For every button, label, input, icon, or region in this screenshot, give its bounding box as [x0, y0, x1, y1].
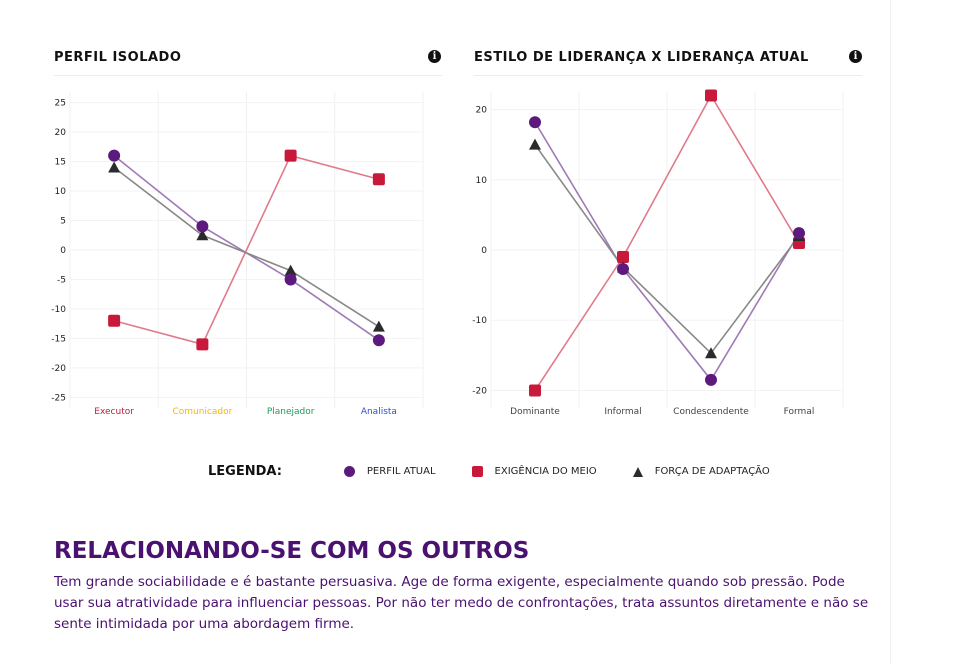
x-tick-label: Analista: [361, 407, 397, 417]
y-tick-label: -25: [51, 393, 66, 403]
x-tick-label: Comunicador: [172, 407, 232, 417]
series-line: [534, 93, 800, 391]
data-point-square: [284, 149, 297, 162]
divider: [54, 75, 442, 76]
section-description: Tem grande sociabilidade e é bastante pe…: [54, 574, 869, 632]
chart-title-estilo-lideranca: ESTILO DE LIDERANÇA X LIDERANÇA ATUAL: [474, 50, 809, 65]
data-point-triangle: [284, 264, 297, 276]
x-tick-label: Condescendente: [673, 407, 749, 417]
legend-item-label: PERFIL ATUAL: [366, 466, 436, 477]
x-tick-label: Planejador: [267, 407, 315, 417]
legend-item-exigencia-do-meio: EXIGÊNCIA DO MEIO: [471, 466, 597, 477]
y-tick-label: -15: [51, 334, 66, 344]
chart-title-perfil-isolado: PERFIL ISOLADO: [54, 50, 182, 65]
data-point-triangle: [372, 320, 385, 332]
data-point-circle: [196, 220, 209, 233]
y-tick-label: 10: [476, 176, 488, 186]
data-point-circle: [372, 334, 385, 347]
series-line: [113, 154, 380, 346]
legend-item-forca-de-adaptacao: FORÇA DE ADAPTAÇÃO: [632, 466, 770, 477]
square-icon: [471, 466, 483, 477]
series-line: [534, 121, 800, 382]
y-tick-label: -10: [472, 316, 487, 326]
data-point-circle: [529, 116, 541, 129]
y-tick-label: 10: [55, 187, 67, 197]
y-tick-label: 0: [60, 246, 66, 256]
data-point-triangle: [529, 138, 541, 150]
y-tick-label: 20: [55, 128, 67, 138]
y-tick-label: 25: [55, 99, 66, 109]
data-point-square: [617, 251, 629, 264]
info-icon[interactable]: i: [428, 50, 441, 63]
data-point-circle: [617, 262, 629, 275]
data-point-triangle: [108, 161, 121, 173]
data-point-square: [108, 314, 121, 327]
y-tick-label: -20: [51, 364, 66, 374]
series-line: [113, 166, 380, 328]
right-side-panel: [890, 0, 980, 664]
data-point-triangle: [705, 347, 717, 359]
chart-estilo-lideranca: 20 10 0 -10 -20 Dominante Informal Condescenden…: [472, 89, 844, 417]
x-tick-label: Formal: [784, 407, 815, 417]
legend-label: LEGENDA:: [208, 464, 282, 479]
y-tick-label: 5: [60, 217, 66, 227]
data-point-square: [529, 384, 541, 397]
y-tick-label: 20: [476, 106, 488, 116]
data-point-square: [196, 338, 209, 351]
y-tick-label: -10: [51, 305, 66, 315]
data-point-circle: [705, 373, 717, 386]
info-icon[interactable]: i: [849, 50, 862, 63]
section-title: RELACIONANDO-SE COM OS OUTROS: [54, 538, 530, 564]
divider: [474, 75, 862, 76]
y-tick-label: 15: [55, 158, 66, 168]
legend-item-label: FORÇA DE ADAPTAÇÃO: [654, 466, 770, 477]
y-tick-label: -20: [472, 386, 487, 396]
data-point-circle: [284, 273, 297, 286]
legend-item-perfil-atual: PERFIL ATUAL: [343, 466, 436, 477]
triangle-icon: [632, 466, 643, 477]
x-tick-label: Dominante: [510, 407, 560, 417]
data-point-square: [372, 173, 385, 186]
data-point-square: [705, 89, 717, 102]
x-tick-label: Executor: [94, 407, 134, 417]
data-point-circle: [108, 149, 121, 162]
legend-item-label: EXIGÊNCIA DO MEIO: [494, 466, 597, 477]
data-point-circle: [793, 227, 805, 240]
chart-perfil-isolado: 25 20 15 10 5 0 -5 -10 -15 -20 -25 Executor Comunica…: [51, 92, 424, 417]
x-tick-label: Informal: [604, 407, 641, 417]
circle-icon: [343, 466, 355, 477]
legend: LEGENDA: PERFIL ATUAL EXIGÊNCIA DO MEIO …: [208, 464, 806, 479]
y-tick-label: -5: [57, 275, 66, 285]
series-line: [534, 144, 800, 355]
y-tick-label: 0: [481, 246, 487, 256]
data-point-triangle: [196, 229, 209, 241]
